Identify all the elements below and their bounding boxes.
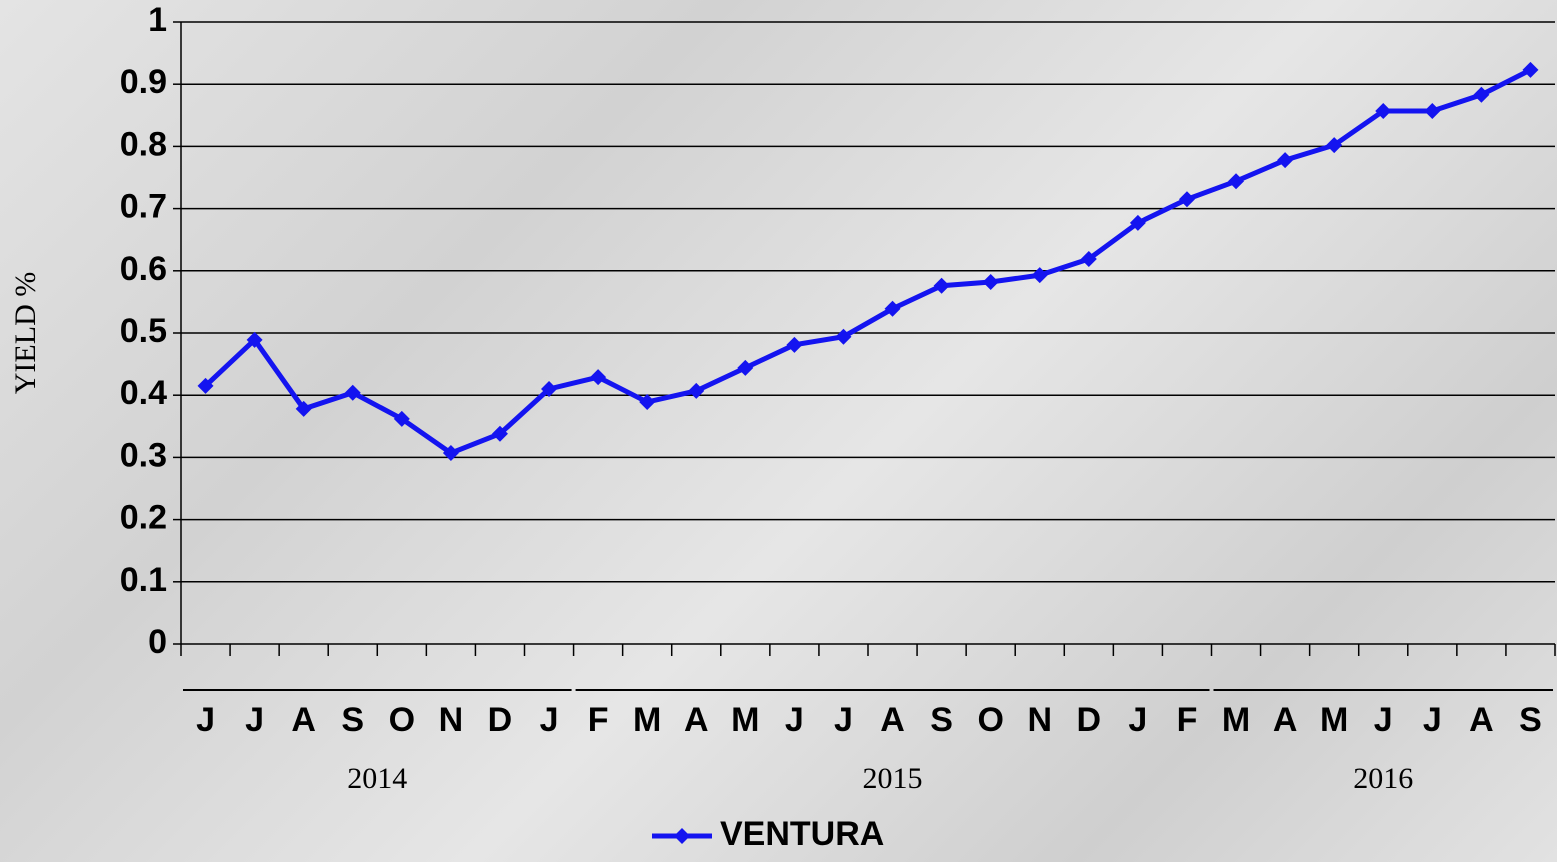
point [1178,191,1195,208]
x-tick-label: J [1128,701,1147,739]
point [1228,173,1245,190]
x-tick-label: S [341,701,364,739]
x-tick-label: S [930,701,953,739]
point [737,359,754,376]
group-label: 2014 [347,762,407,795]
point [1031,267,1048,284]
point [982,273,999,290]
y-tick-label: 0.8 [120,125,167,163]
x-tick-label: N [439,701,464,739]
point [1129,214,1146,231]
x-tick-label: J [834,701,853,739]
x-tick-label: A [880,701,905,739]
x-tick-label: A [684,701,709,739]
x-tick-label: S [1519,701,1542,739]
point [1277,152,1294,169]
x-tick-label: J [540,701,559,739]
point [246,331,263,348]
x-tick-label: A [1469,701,1494,739]
series-line [203,67,1532,456]
point [1080,250,1097,267]
x-tick-label: J [245,701,264,739]
point [1522,61,1539,78]
y-tick-label: 0.1 [120,561,167,599]
y-tick-label: 0.2 [120,499,167,537]
point [688,382,705,399]
y-tick-label: 0.5 [120,312,167,350]
point [491,425,508,442]
x-tick-label: N [1027,701,1052,739]
y-tick-label: 0.3 [120,436,167,474]
point [1326,137,1343,154]
point [1473,86,1490,103]
point [590,369,607,386]
y-tick-label: 0.4 [120,374,167,412]
x-tick-label: A [291,701,316,739]
legend-marker [674,828,690,844]
point [1424,102,1441,119]
point [639,394,656,411]
point [933,277,950,294]
x-tick-label: J [1423,701,1442,739]
x-tick-label: O [389,701,415,739]
legend-label: VENTURA [720,815,884,853]
point [835,328,852,345]
y-axis-label: YIELD % [9,272,42,394]
x-tick-label: J [1374,701,1393,739]
point [344,384,361,401]
x-tick-label: A [1273,701,1298,739]
x-tick-label: M [1320,701,1348,739]
point [786,336,803,353]
y-tick-label: 0.7 [120,188,167,226]
point [884,300,901,317]
x-tick-label: F [1177,701,1198,739]
point [541,380,558,397]
x-tick-label: M [633,701,661,739]
y-tick-label: 1 [148,1,167,39]
x-tick-label: M [1222,701,1250,739]
x-tick-label: J [785,701,804,739]
point [1375,102,1392,119]
x-tick-label: M [731,701,759,739]
point [393,410,410,427]
y-tick-label: 0.9 [120,63,167,101]
group-label: 2015 [863,762,923,795]
x-tick-label: J [196,701,215,739]
y-tick-label: 0 [148,623,167,661]
point [295,400,312,417]
point [197,377,214,394]
y-tick-label: 0.6 [120,250,167,288]
x-tick-label: O [977,701,1003,739]
x-tick-label: F [588,701,609,739]
point [442,445,459,462]
x-tick-label: D [1077,701,1102,739]
group-label: 2016 [1353,762,1413,795]
x-tick-label: D [488,701,513,739]
